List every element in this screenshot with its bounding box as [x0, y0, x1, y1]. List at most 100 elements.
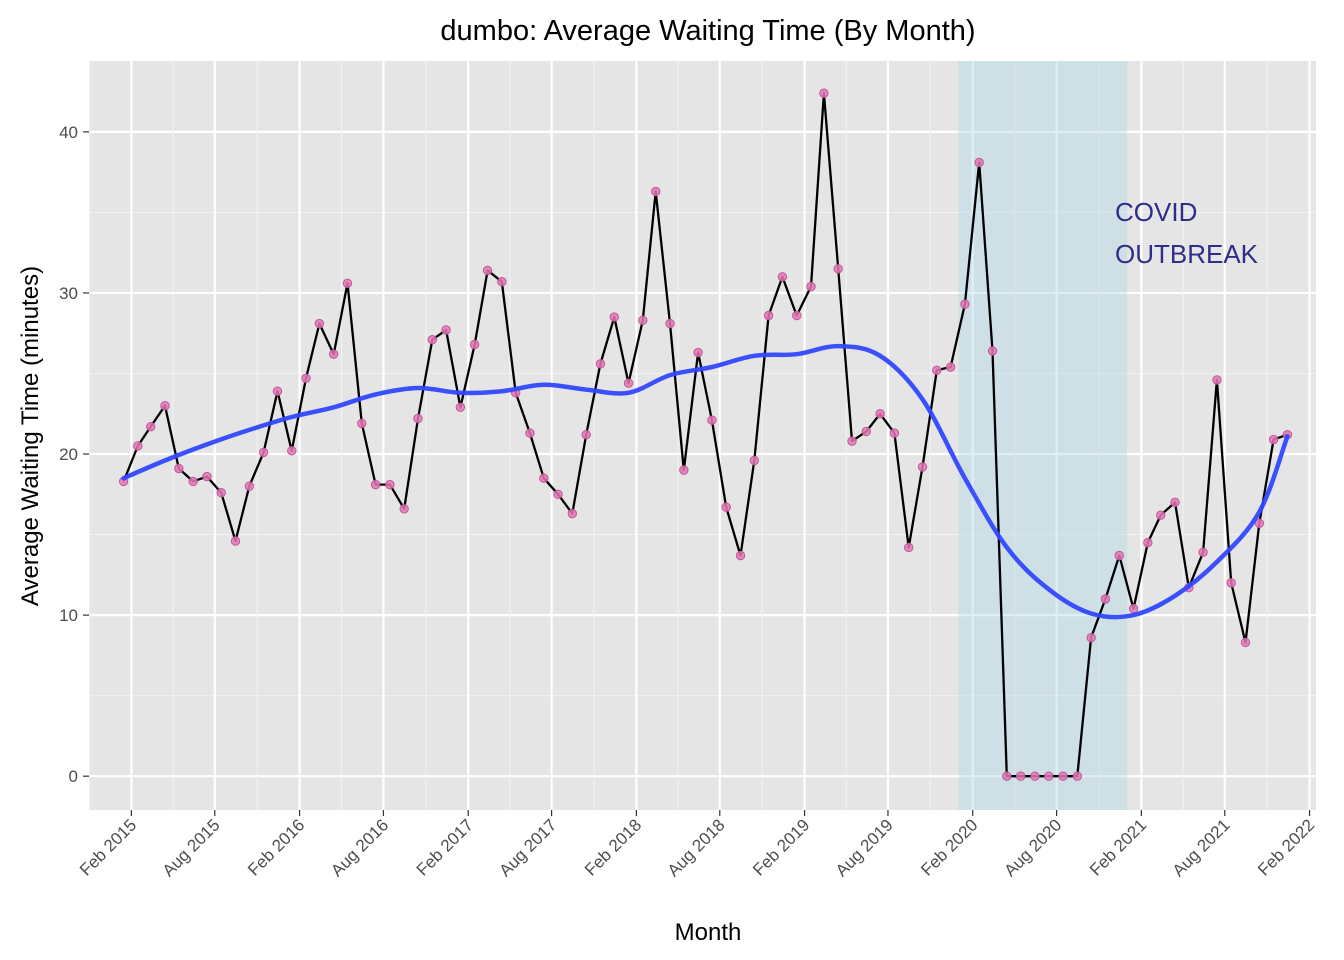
data-point	[469, 339, 480, 350]
data-point	[482, 265, 493, 276]
covid-annotation-line-1: COVID	[1115, 197, 1197, 227]
data-point	[651, 186, 661, 197]
data-point	[735, 550, 746, 561]
data-point	[987, 346, 998, 356]
data-point	[567, 508, 578, 519]
data-point	[328, 349, 339, 359]
data-point	[1198, 547, 1208, 557]
y-tick-label: 0	[69, 767, 78, 786]
data-point	[806, 281, 816, 292]
data-point	[638, 315, 648, 326]
data-point	[370, 479, 381, 490]
data-point	[160, 401, 170, 411]
data-point	[146, 421, 156, 432]
data-point	[609, 312, 619, 322]
data-point	[889, 428, 900, 438]
data-point	[1212, 375, 1222, 385]
data-point	[595, 359, 606, 369]
data-point	[1072, 771, 1083, 781]
data-point	[1170, 497, 1180, 508]
data-point	[665, 318, 675, 329]
data-point	[1240, 637, 1251, 648]
data-point	[721, 502, 731, 512]
data-point	[749, 455, 760, 466]
data-point	[1128, 603, 1139, 614]
data-point	[244, 481, 255, 491]
data-point	[357, 418, 367, 429]
smooth-layer	[121, 343, 1290, 620]
y-tick-label: 40	[59, 123, 78, 142]
data-point	[1226, 578, 1236, 588]
data-point	[216, 487, 226, 498]
data-point	[1015, 771, 1026, 781]
data-point	[763, 310, 774, 321]
data-point	[581, 429, 591, 440]
data-point	[917, 462, 928, 472]
chart-title: dumbo: Average Waiting Time (By Month)	[440, 15, 975, 47]
annotation-layer: COVID OUTBREAK	[1115, 197, 1259, 269]
y-tick-label: 20	[59, 445, 78, 464]
data-line	[122, 92, 1288, 778]
data-point	[1114, 550, 1124, 561]
y-tick-label: 30	[59, 284, 78, 303]
data-point	[861, 426, 871, 437]
data-point	[932, 365, 942, 375]
x-axis-title: Month	[675, 919, 742, 946]
data-point	[875, 409, 885, 419]
data-point	[945, 362, 956, 372]
data-point	[455, 402, 466, 413]
data-point	[960, 299, 970, 309]
data-point	[974, 157, 984, 168]
data-point	[230, 536, 241, 546]
data-point	[1002, 771, 1012, 781]
data-point	[693, 347, 703, 358]
covid-band-layer	[958, 61, 1128, 810]
data-point	[539, 473, 549, 483]
data-point	[342, 278, 353, 288]
line-layer	[122, 92, 1288, 778]
data-point	[413, 413, 423, 424]
panel-background	[89, 61, 1316, 810]
plot-panel: COVID OUTBREAK	[89, 61, 1316, 810]
data-point	[301, 373, 311, 384]
covid-annotation-line-2: OUTBREAK	[1115, 239, 1259, 269]
data-point	[314, 318, 325, 329]
data-point	[427, 334, 437, 345]
data-point	[1156, 510, 1166, 520]
data-point	[202, 471, 212, 482]
data-point	[188, 476, 198, 487]
y-tick-label: 10	[59, 606, 78, 625]
covid-band	[958, 61, 1128, 810]
data-point	[777, 272, 788, 282]
grid	[89, 61, 1316, 810]
data-point	[1268, 434, 1279, 445]
data-point	[1254, 518, 1265, 528]
data-point	[441, 325, 451, 335]
data-point	[847, 436, 857, 446]
data-point	[497, 276, 507, 287]
data-point	[525, 428, 535, 438]
data-point	[679, 465, 689, 475]
data-point	[287, 446, 297, 456]
data-point	[272, 386, 283, 396]
data-point	[385, 479, 395, 490]
data-point	[623, 378, 634, 388]
smooth-trend-line	[121, 343, 1290, 620]
data-point	[1030, 771, 1040, 781]
y-axis-title: Average Waiting Time (minutes)	[17, 266, 44, 606]
data-point	[707, 415, 717, 425]
data-point	[792, 310, 802, 321]
data-point	[1044, 771, 1054, 781]
data-point	[903, 542, 914, 553]
data-point	[819, 88, 829, 98]
points-layer	[118, 88, 1293, 781]
data-point	[1143, 537, 1153, 548]
data-point	[258, 447, 269, 458]
data-point	[1086, 632, 1096, 643]
data-point	[833, 264, 843, 274]
data-point	[399, 504, 409, 514]
data-point	[174, 463, 184, 474]
data-point	[1100, 594, 1111, 604]
data-point	[133, 441, 143, 451]
